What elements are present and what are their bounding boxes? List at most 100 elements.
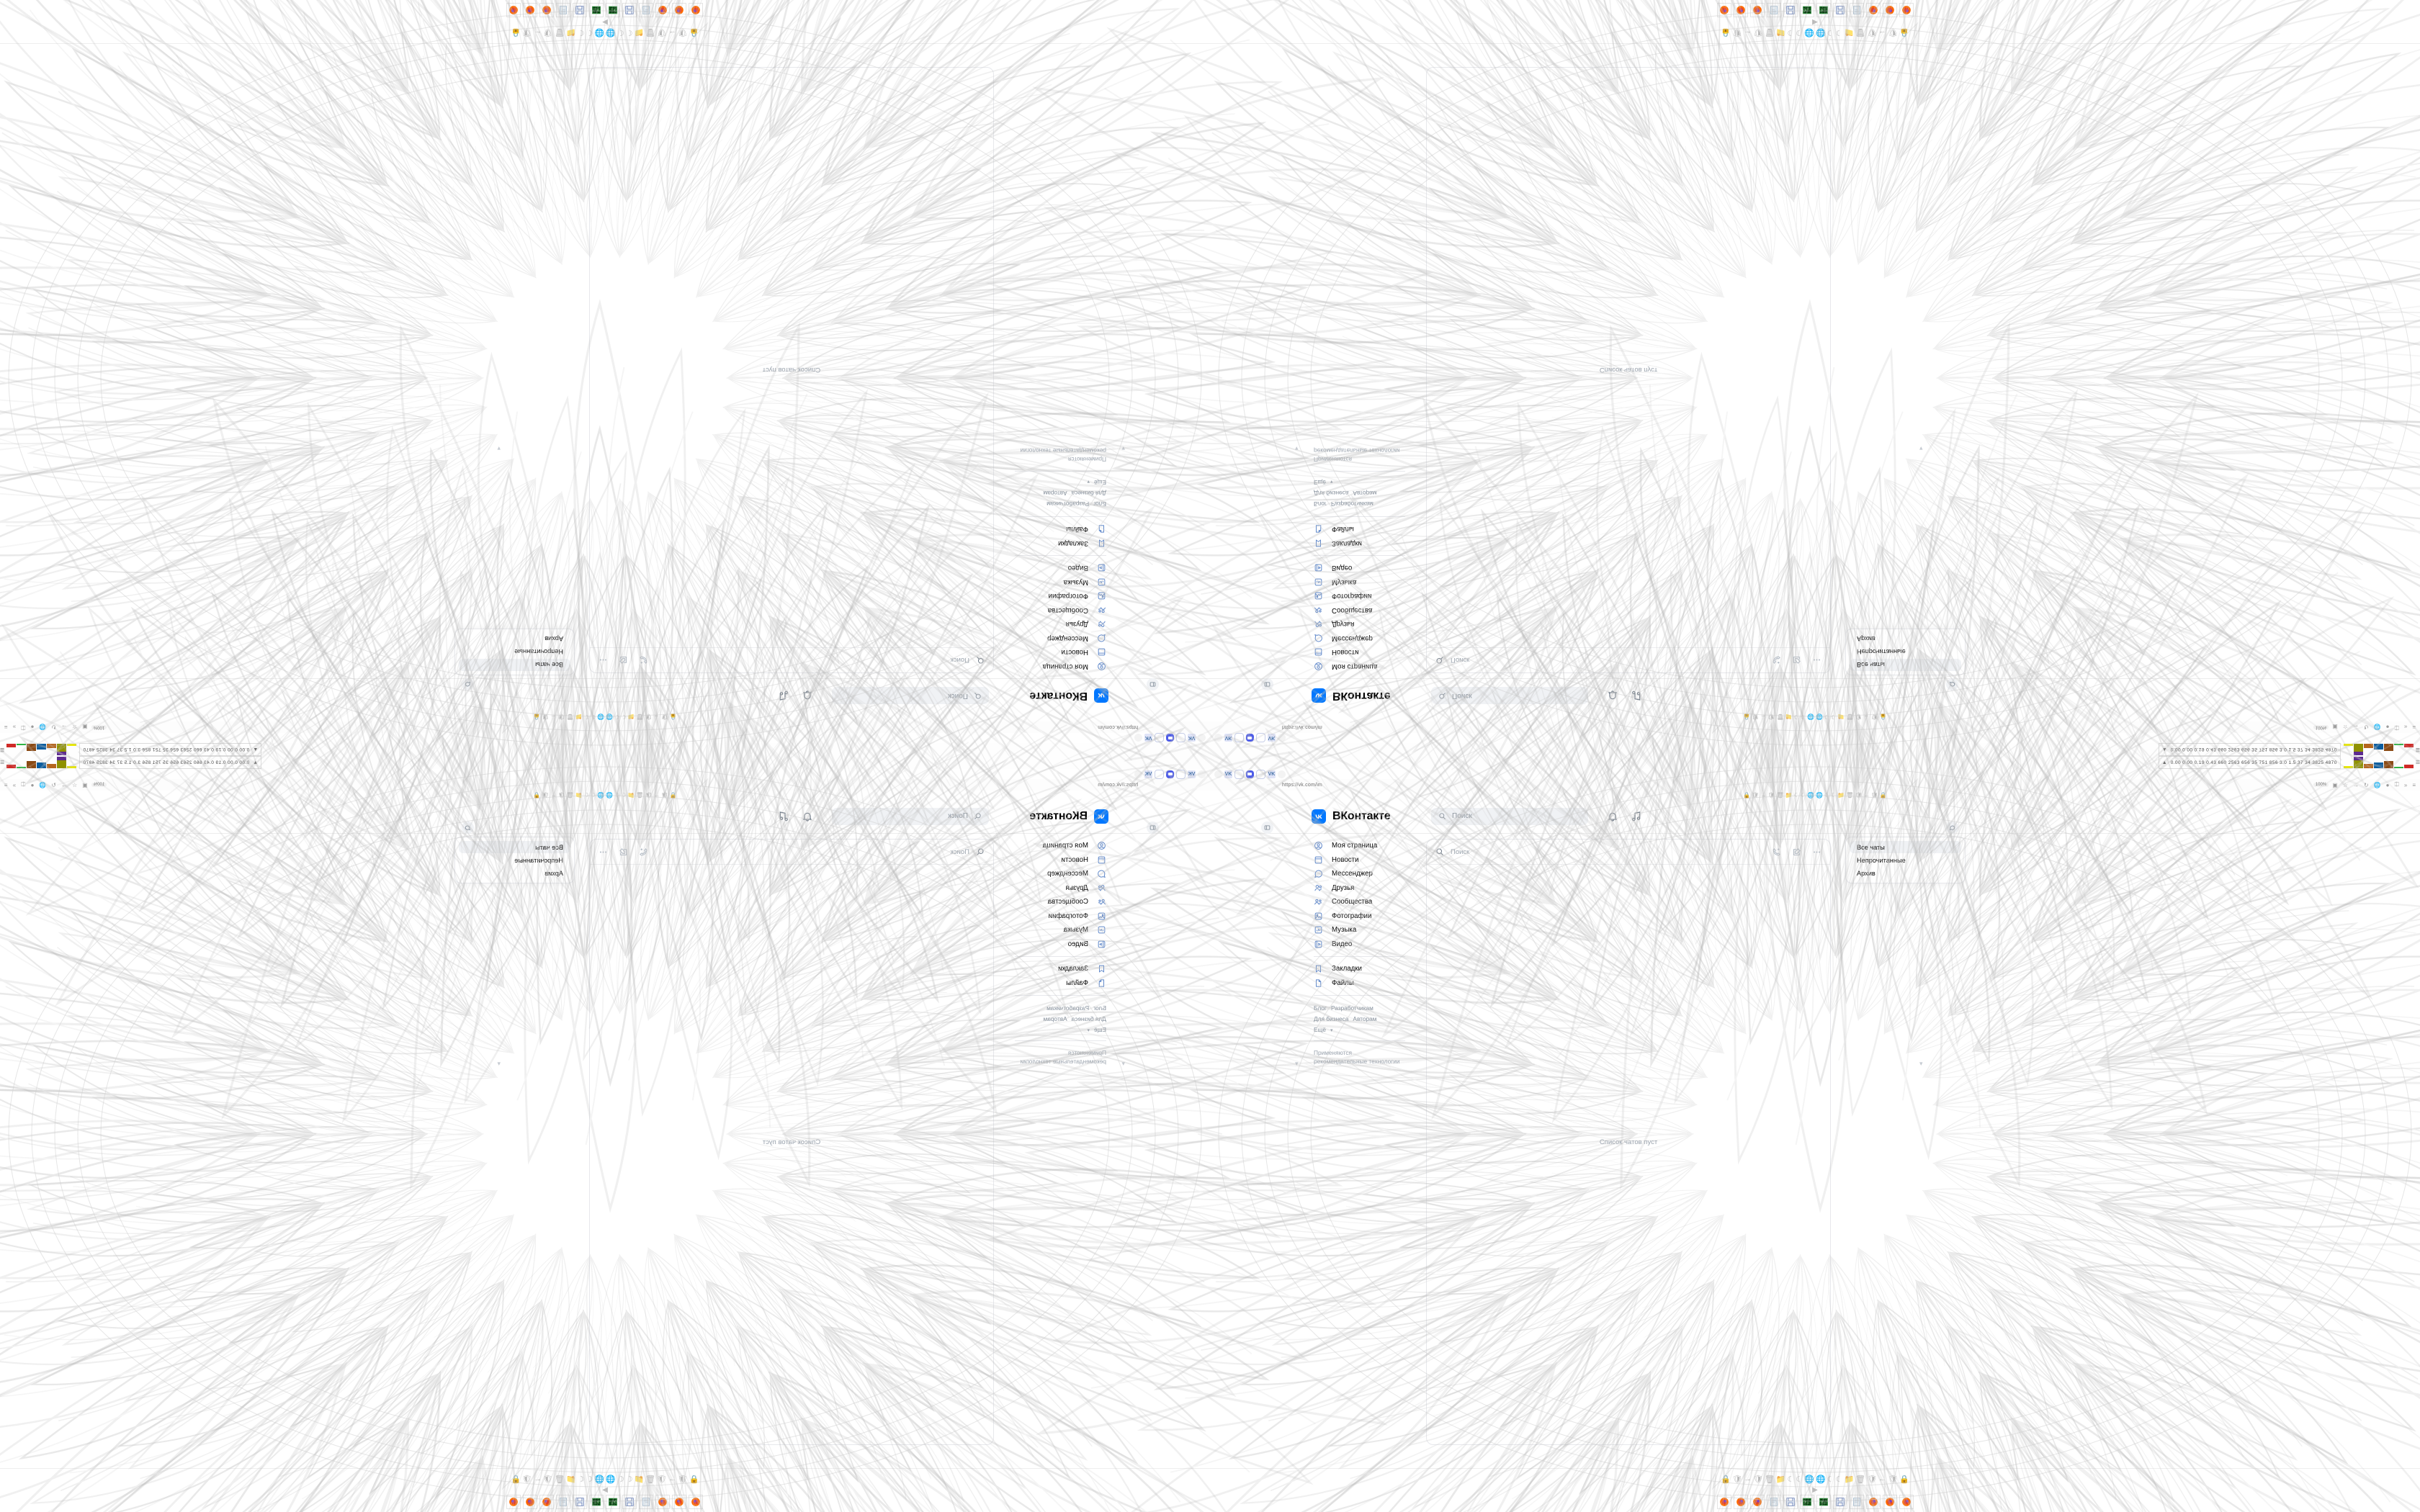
- extensions-icon[interactable]: ⎅: [2394, 724, 2399, 731]
- sidebar-item-music[interactable]: Музыка: [1312, 923, 1407, 937]
- footer-link-business[interactable]: Для бизнеса: [1314, 1015, 1349, 1022]
- firefox-icon[interactable]: [1865, 1495, 1881, 1509]
- vk-logo-icon[interactable]: [1312, 809, 1326, 824]
- chat-filter-menu[interactable]: Все чаты Непрочитанные Архив: [1845, 629, 1966, 675]
- browser-navbar[interactable]: https://vk.com/im 100% ▣ ☆ → ↻ 🌐 ● ⎅ » ≡: [0, 721, 1210, 733]
- vk-tab-icon[interactable]: VK: [1188, 770, 1196, 778]
- sidebar-item-messenger[interactable]: Мессенджер: [1013, 631, 1108, 646]
- arrow-left-icon[interactable]: ←: [1863, 714, 1870, 721]
- shield-filled-icon[interactable]: 🛡: [1867, 28, 1878, 37]
- folder-icon[interactable]: 📁: [1785, 714, 1793, 721]
- moon-icon[interactable]: ☾: [577, 1475, 585, 1484]
- globe-icon[interactable]: 🌐: [1816, 791, 1823, 798]
- system-monitor-widget[interactable]: ▲ 0.00 0.00 0.19 0.43 660 2563 656 35 75…: [2158, 756, 2341, 769]
- floppy-icon[interactable]: [1832, 3, 1847, 17]
- terminal-icon[interactable]: [1799, 3, 1814, 17]
- lock-icon[interactable]: 🔒: [1743, 714, 1751, 721]
- trash-icon[interactable]: 🗑: [566, 714, 574, 721]
- shield-outline-icon[interactable]: 🛡: [678, 28, 689, 37]
- folder-icon[interactable]: 📁: [634, 1475, 645, 1484]
- footer-link-blog[interactable]: Блог: [1314, 1004, 1327, 1012]
- lock-icon[interactable]: 🔒: [1721, 1475, 1731, 1484]
- shield-outline-icon[interactable]: 🛡: [1731, 28, 1742, 37]
- chevron-up-icon[interactable]: ▲: [253, 760, 259, 765]
- floppy-icon[interactable]: [622, 1495, 637, 1509]
- footer-link-more[interactable]: Ещё: [1314, 1026, 1326, 1033]
- shield-filled-icon[interactable]: 🛡: [557, 791, 565, 798]
- arrow-left-icon[interactable]: ←: [550, 791, 557, 798]
- trash-icon[interactable]: 🗑: [1846, 791, 1854, 798]
- floating-chat-button[interactable]: [462, 678, 474, 690]
- moon-icon[interactable]: ☾: [1796, 1475, 1803, 1484]
- header-icon-group[interactable]: [778, 811, 813, 822]
- moon-icon[interactable]: ☾: [586, 1475, 593, 1484]
- folder-icon[interactable]: 📁: [1844, 1475, 1855, 1484]
- notepad-icon[interactable]: [639, 1495, 654, 1509]
- music-note-icon[interactable]: [1631, 811, 1642, 822]
- account-icon[interactable]: ●: [2385, 781, 2390, 788]
- moon-icon[interactable]: ☾: [590, 791, 596, 798]
- address-bar[interactable]: https://vk.com/im: [1282, 723, 2313, 732]
- shield-filled-icon[interactable]: 🛡: [1767, 791, 1775, 798]
- shield-filled-icon[interactable]: 🛡: [557, 714, 565, 721]
- moon-icon[interactable]: ☾: [614, 714, 620, 721]
- footer-link-developers[interactable]: Разработчикам: [1047, 1004, 1090, 1012]
- sidebar-item-friends[interactable]: Друзья: [1312, 881, 1407, 896]
- browser-tab-strip[interactable]: VK VK: [0, 769, 1210, 779]
- messenger-active-tab-icon[interactable]: [1246, 734, 1254, 742]
- globe-icon[interactable]: 🌐: [2373, 781, 2381, 788]
- network-icon[interactable]: ☰: [2415, 760, 2420, 765]
- chat-filter-menu[interactable]: Все чаты Непрочитанные Архив: [1845, 837, 1966, 883]
- firefox-icon[interactable]: [655, 3, 671, 17]
- vk-logo-icon[interactable]: [1312, 688, 1326, 703]
- system-tray[interactable]: ☰: [2416, 760, 2420, 765]
- firefox-icon[interactable]: [1733, 3, 1748, 17]
- messenger-tab-icon[interactable]: [1234, 769, 1244, 779]
- arrow-right-icon[interactable]: →: [1743, 29, 1752, 37]
- firefox-icon[interactable]: [523, 3, 538, 17]
- globe-icon[interactable]: 🌐: [2373, 724, 2381, 731]
- system-tray[interactable]: ☰: [2416, 747, 2420, 752]
- chevron-up-icon[interactable]: ▲: [2161, 760, 2167, 765]
- footer-link-authors[interactable]: Авторам: [1043, 490, 1067, 497]
- navbar-right-icons[interactable]: 100% ▣ ☆ → ↻ 🌐 ● ⎅ » ≡: [0, 781, 107, 788]
- arrow-right-icon[interactable]: →: [1760, 791, 1767, 798]
- terminal-icon[interactable]: [606, 1495, 621, 1509]
- menu-item-unread[interactable]: Непрочитанные: [1857, 648, 1906, 656]
- sidebar-item-news[interactable]: Новости: [1312, 645, 1407, 660]
- vk-tab-icon[interactable]: VK: [1268, 734, 1276, 742]
- shield-filled-icon[interactable]: 🛡: [542, 1475, 553, 1484]
- floppy-icon[interactable]: [573, 1495, 588, 1509]
- sidebar-footer-links[interactable]: БлогРазработчикам Для бизнеса Авторам Ещё…: [1013, 477, 1108, 511]
- trash-icon[interactable]: 🗑: [1855, 1475, 1866, 1484]
- firefox-icon[interactable]: [539, 1495, 555, 1509]
- menu-icon[interactable]: ≡: [2412, 724, 2416, 731]
- footer-link-more[interactable]: Ещё: [1314, 479, 1326, 486]
- folder-icon[interactable]: 📁: [575, 791, 583, 798]
- sidebar-item-video[interactable]: Видео: [1312, 937, 1407, 952]
- bookmark-bar[interactable]: 🔒 🛡 → 🛡 🗑 📁 ☾ ☾ 🌐 🌐 ☾ ☾ 📁 🗑 🛡 ← 🛡 🔒: [0, 713, 1210, 721]
- sidebar-item-photos[interactable]: Фотографии: [1013, 589, 1108, 603]
- reader-mode-icon[interactable]: ▣: [2332, 781, 2338, 788]
- global-search-input[interactable]: Поиск: [832, 687, 989, 705]
- arrow-left-icon[interactable]: ←: [1878, 1475, 1887, 1483]
- sidebar-item-my-page[interactable]: Моя страница: [1312, 839, 1407, 853]
- firefox-icon[interactable]: [1716, 1495, 1731, 1509]
- footer-link-authors[interactable]: Авторам: [1353, 1015, 1377, 1022]
- messenger-tab-icon[interactable]: [1176, 769, 1186, 779]
- bookmark-bar[interactable]: 🔒 🛡 → 🛡 🗑 📁 ☾ ☾ 🌐 🌐 ☾ ☾ 📁 🗑 🛡 ← 🛡 🔒: [1210, 713, 2420, 721]
- moon-icon[interactable]: ☾: [1827, 28, 1834, 37]
- sidebar-item-news[interactable]: Новости: [1013, 645, 1108, 660]
- chevron-down-icon[interactable]: ▾: [1087, 1028, 1090, 1033]
- arrow-left-icon[interactable]: ←: [1878, 29, 1887, 37]
- sidebar-item-friends[interactable]: Друзья: [1312, 617, 1407, 631]
- sidebar-item-bookmarks[interactable]: Закладки: [1312, 962, 1407, 976]
- vk-logo-icon[interactable]: [1094, 688, 1108, 703]
- footer-link-developers[interactable]: Разработчикам: [1330, 500, 1373, 508]
- menu-icon[interactable]: ≡: [4, 781, 8, 788]
- extensions-icon[interactable]: ⎅: [2394, 781, 2399, 788]
- notepad-icon[interactable]: [556, 1495, 571, 1509]
- firefox-icon[interactable]: [1716, 3, 1731, 17]
- floating-chat-button[interactable]: [462, 822, 474, 834]
- network-icon[interactable]: ☰: [2415, 747, 2420, 752]
